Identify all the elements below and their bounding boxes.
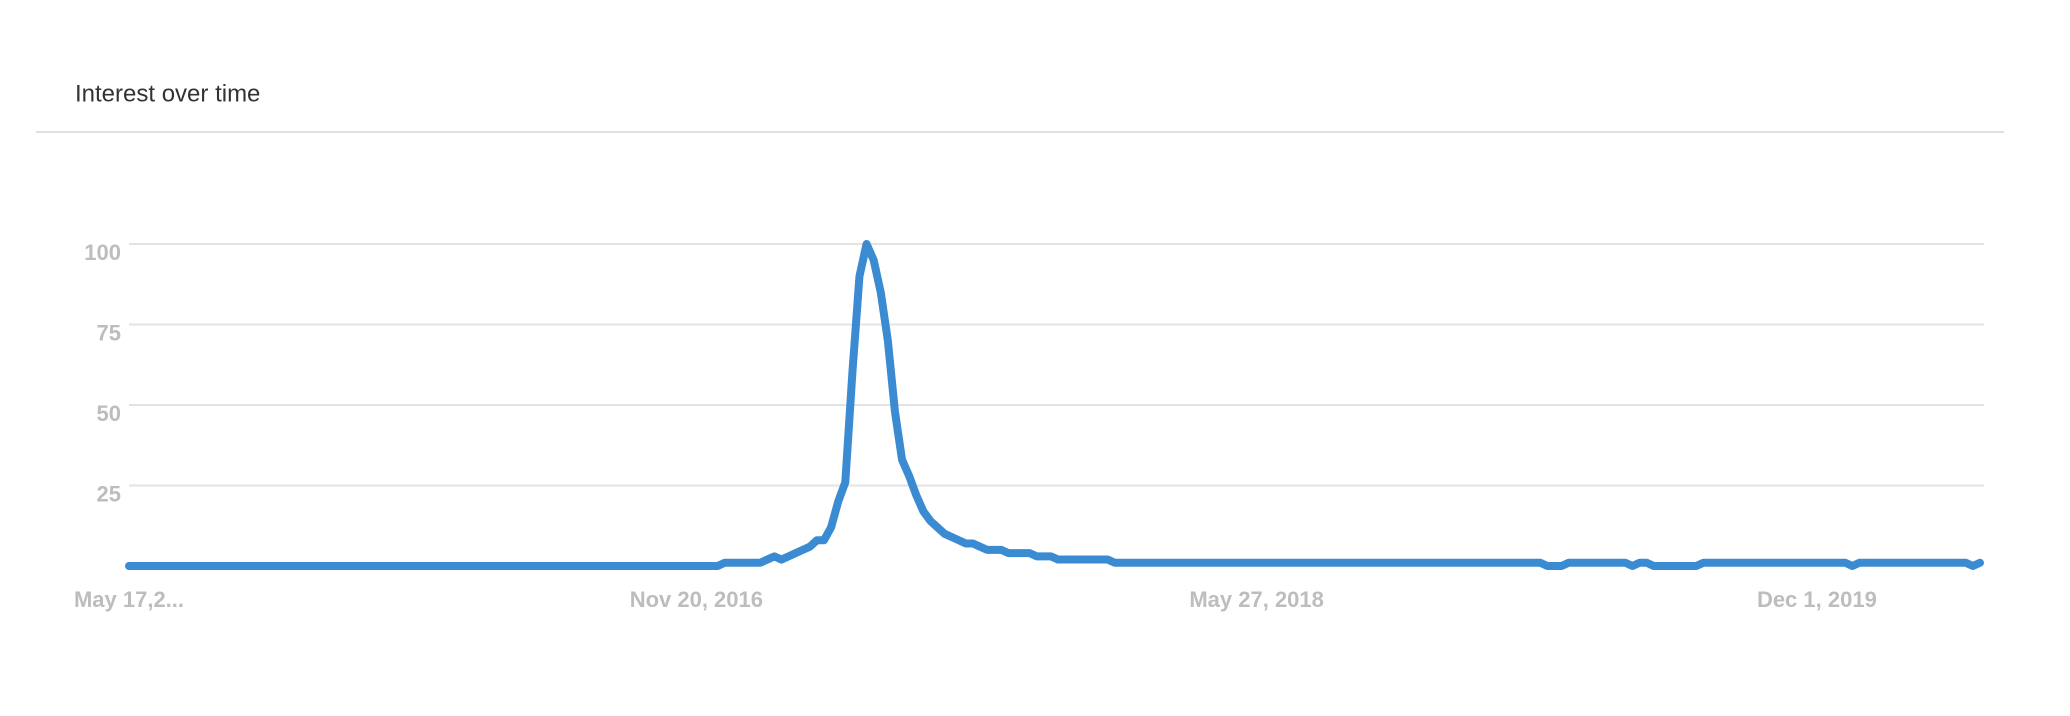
x-tick-label: May 27, 2018 [1189, 587, 1324, 612]
y-tick-label: 50 [97, 401, 121, 426]
x-tick-label: Nov 20, 2016 [630, 587, 763, 612]
data-line [125, 240, 1984, 570]
y-tick-label: 25 [97, 481, 121, 506]
y-tick-label: 75 [97, 320, 121, 345]
x-tick-label: Dec 1, 2019 [1757, 587, 1877, 612]
x-tick-label: May 17,2... [74, 587, 184, 612]
chart-title: Interest over time [75, 80, 260, 107]
y-tick-label: 100 [84, 240, 121, 265]
